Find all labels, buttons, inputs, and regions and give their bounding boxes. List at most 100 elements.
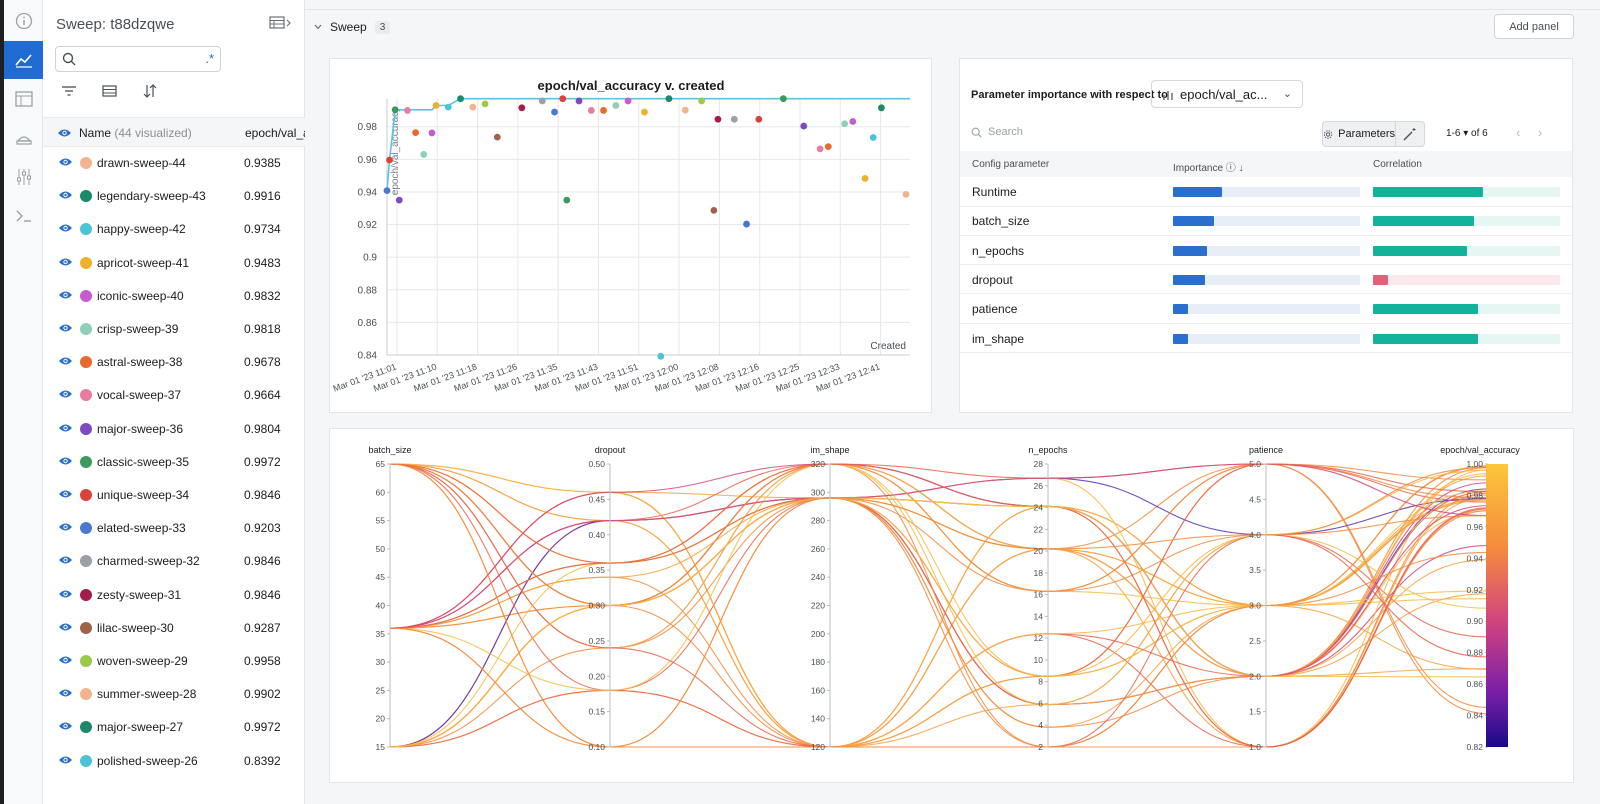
parameters-button[interactable]: Parameters xyxy=(1322,121,1396,147)
run-color-dot[interactable] xyxy=(80,621,92,634)
run-name[interactable]: summer-sweep-28 xyxy=(97,687,197,702)
run-color-dot[interactable] xyxy=(80,522,92,535)
run-name[interactable]: apricot-sweep-41 xyxy=(97,255,190,270)
pi-row[interactable]: dropout xyxy=(960,265,1572,295)
run-row[interactable]: happy-sweep-42 0.9734 xyxy=(43,213,305,247)
run-name[interactable]: charmed-sweep-32 xyxy=(97,554,200,569)
run-row[interactable]: astral-sweep-38 0.9678 xyxy=(43,346,305,380)
eye-icon[interactable] xyxy=(58,555,73,565)
eye-icon[interactable] xyxy=(58,755,73,765)
run-color-dot[interactable] xyxy=(80,721,92,734)
parallel-coordinates-panel[interactable]: batch_size 65 60 55 50 45 40 35 30 25 20 15 dropout 0… xyxy=(329,428,1574,783)
eye-icon[interactable] xyxy=(58,190,73,200)
run-name[interactable]: iconic-sweep-40 xyxy=(97,288,184,303)
run-color-dot[interactable] xyxy=(80,223,92,236)
eye-icon[interactable] xyxy=(58,522,73,532)
run-row[interactable]: iconic-sweep-40 0.9832 xyxy=(43,280,305,314)
eye-icon[interactable] xyxy=(58,257,73,267)
run-name[interactable]: zesty-sweep-31 xyxy=(97,587,182,602)
eye-icon[interactable] xyxy=(58,589,73,599)
run-row[interactable]: legendary-sweep-43 0.9916 xyxy=(43,180,305,214)
pager[interactable]: 1-6 ▾ of 6 xyxy=(1446,128,1488,139)
sort-icon[interactable] xyxy=(143,84,157,103)
run-name[interactable]: drawn-sweep-44 xyxy=(97,156,186,170)
add-panel-button[interactable]: Add panel xyxy=(1494,14,1574,39)
run-row[interactable]: apricot-sweep-41 0.9483 xyxy=(43,247,305,281)
run-color-dot[interactable] xyxy=(80,422,92,435)
run-row[interactable]: zesty-sweep-31 0.9846 xyxy=(43,579,305,613)
sweep-broom-icon[interactable] xyxy=(4,119,43,157)
section-header[interactable]: Sweep 3 xyxy=(314,20,391,34)
eye-icon[interactable] xyxy=(58,389,73,399)
sliders-icon[interactable] xyxy=(4,158,43,196)
scatter-chart[interactable]: epoch/val_accuracy v. created 0.98 0.96 0.9… xyxy=(330,59,931,412)
prev-page-icon[interactable]: ‹ xyxy=(1516,125,1521,140)
run-color-dot[interactable] xyxy=(80,356,92,369)
run-row[interactable]: vocal-sweep-37 0.9664 xyxy=(43,379,305,413)
pi-row[interactable]: batch_size xyxy=(960,206,1572,236)
run-color-dot[interactable] xyxy=(80,754,92,767)
group-icon[interactable] xyxy=(102,84,117,102)
run-color-dot[interactable] xyxy=(80,688,92,701)
magic-wand-button[interactable] xyxy=(1395,121,1425,147)
info-icon[interactable] xyxy=(4,2,43,40)
run-color-dot[interactable] xyxy=(80,389,92,402)
run-color-dot[interactable] xyxy=(80,455,92,468)
regex-toggle[interactable]: .* xyxy=(205,51,214,66)
eye-icon[interactable] xyxy=(58,223,73,233)
filter-icon[interactable] xyxy=(62,84,76,102)
table-icon[interactable] xyxy=(4,80,43,118)
run-color-dot[interactable] xyxy=(80,655,92,667)
run-row[interactable]: crisp-sweep-39 0.9818 xyxy=(43,313,305,347)
run-name[interactable]: vocal-sweep-37 xyxy=(97,388,182,403)
run-row[interactable]: charmed-sweep-32 0.9846 xyxy=(43,545,305,579)
run-name[interactable]: lilac-sweep-30 xyxy=(97,620,174,635)
run-name[interactable]: astral-sweep-38 xyxy=(97,355,183,370)
run-name[interactable]: woven-sweep-29 xyxy=(97,654,188,668)
run-row[interactable]: summer-sweep-28 0.9902 xyxy=(43,678,305,712)
run-name[interactable]: major-sweep-27 xyxy=(97,720,184,735)
run-color-dot[interactable] xyxy=(80,157,92,169)
eye-icon[interactable] xyxy=(58,157,73,167)
run-row[interactable]: major-sweep-36 0.9804 xyxy=(43,413,305,447)
eye-icon[interactable] xyxy=(58,622,73,632)
pi-row[interactable]: im_shape xyxy=(960,324,1572,353)
eye-icon[interactable] xyxy=(58,489,73,499)
correlation-header[interactable]: Correlation xyxy=(1373,159,1422,170)
scatter-panel[interactable]: epoch/val_accuracy v. created 0.98 0.96 0.9… xyxy=(329,58,932,413)
run-color-dot[interactable] xyxy=(80,289,92,302)
run-row[interactable]: lilac-sweep-30 0.9287 xyxy=(43,612,305,646)
metric-select[interactable]: epoch/val_ac... ⌄ xyxy=(1151,80,1303,108)
run-row[interactable]: unique-sweep-34 0.9846 xyxy=(43,479,305,513)
run-row[interactable]: classic-sweep-35 0.9972 xyxy=(43,446,305,480)
run-name[interactable]: legendary-sweep-43 xyxy=(97,189,206,204)
run-row[interactable]: woven-sweep-29 0.9958 xyxy=(43,645,305,679)
eye-icon[interactable] xyxy=(58,456,73,466)
run-row[interactable]: drawn-sweep-44 0.9385 xyxy=(43,147,305,181)
run-color-dot[interactable] xyxy=(80,323,92,335)
eye-icon[interactable] xyxy=(58,721,73,731)
run-name[interactable]: happy-sweep-42 xyxy=(97,222,186,237)
run-name[interactable]: classic-sweep-35 xyxy=(97,454,190,469)
eye-icon[interactable] xyxy=(58,423,73,433)
eye-icon[interactable] xyxy=(58,356,73,366)
eye-icon[interactable] xyxy=(58,290,73,300)
run-row[interactable]: polished-sweep-26 0.8392 xyxy=(43,745,305,779)
run-color-dot[interactable] xyxy=(80,256,92,269)
config-param-header[interactable]: Config parameter xyxy=(972,159,1050,170)
run-name[interactable]: unique-sweep-34 xyxy=(97,488,190,502)
run-row[interactable]: major-sweep-27 0.9972 xyxy=(43,711,305,745)
eye-icon[interactable] xyxy=(57,128,72,138)
parallel-coordinates-chart[interactable]: batch_size 65 60 55 50 45 40 35 30 25 20 15 dropout 0… xyxy=(330,429,1573,782)
next-page-icon[interactable]: › xyxy=(1538,125,1543,140)
eye-icon[interactable] xyxy=(58,323,73,333)
run-name[interactable]: major-sweep-36 xyxy=(97,421,184,436)
pi-search-input[interactable]: Search xyxy=(971,126,1023,138)
name-column-header[interactable]: Name (44 visualized) xyxy=(79,126,192,140)
importance-header[interactable]: Importance ⓘ ↓ xyxy=(1173,163,1244,174)
run-color-dot[interactable] xyxy=(80,190,92,203)
terminal-icon[interactable] xyxy=(4,197,43,235)
run-row[interactable]: elated-sweep-33 0.9203 xyxy=(43,512,305,546)
pi-row[interactable]: patience xyxy=(960,294,1572,324)
eye-icon[interactable] xyxy=(58,655,73,665)
